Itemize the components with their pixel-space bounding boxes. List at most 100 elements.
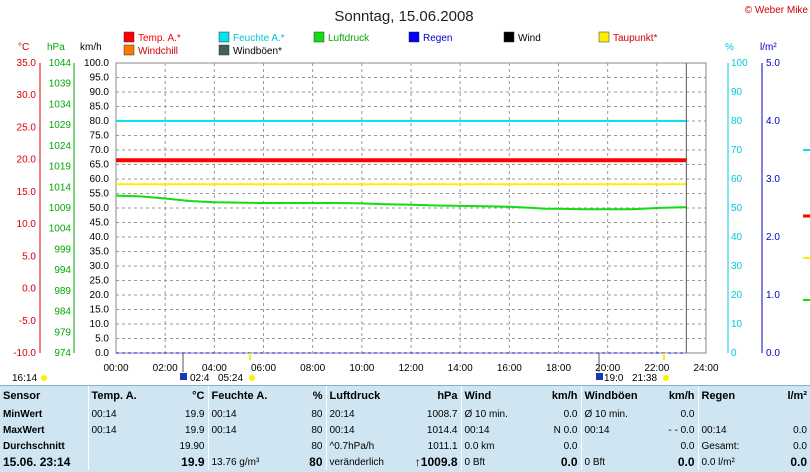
stats-max-temp-time: 00:14 <box>87 422 160 438</box>
sun-icon <box>249 375 255 381</box>
stats-header-gust: Windböen <box>580 386 643 406</box>
right-edge-markers <box>803 149 810 301</box>
stats-max-wind-value: N 0.0 <box>553 424 578 436</box>
legend-swatch <box>503 31 515 43</box>
stats-max-rain-time: 00:14 <box>697 422 776 438</box>
rain-tick-label: 3.0 <box>766 174 780 185</box>
stats-avg-temp-time <box>87 438 160 454</box>
wind-tick-label: 50.0 <box>90 203 110 214</box>
stats-max-label: MaxWert <box>3 424 45 436</box>
series-line <box>115 194 687 211</box>
press-tick-label: 999 <box>54 244 71 255</box>
press-tick-label: 1029 <box>49 120 72 131</box>
stats-max-gust-value: - - 0.0 <box>668 424 695 436</box>
wind-tick-label: 15.0 <box>90 305 110 316</box>
temp-tick-label: 10.0 <box>17 219 37 230</box>
stats-current-gust-bft: 0 Bft <box>580 454 643 470</box>
stats-current-wind-bft: 0 Bft <box>460 454 523 470</box>
legend-label: Windböen* <box>233 46 282 57</box>
legend-item-5: Wind <box>503 31 541 44</box>
stats-min-press-time: 20:14 <box>325 406 401 422</box>
stats-avg-rain-label: Gesamt: <box>697 438 776 454</box>
stats-avg-wind-value: 0.0 <box>563 440 578 452</box>
stats-header-sensor: Sensor <box>3 390 41 402</box>
stats-header-hum-unit: % <box>312 390 323 402</box>
stats-min-hum-time: 00:14 <box>207 406 283 422</box>
stats-current-rain-amount: 0.0 l/m² <box>697 454 776 470</box>
legend-swatch <box>123 31 135 43</box>
stats-current-wind-value: 0.0 <box>560 455 578 469</box>
time-tick-label: 06:00 <box>251 363 276 374</box>
stats-max-wind-time: 00:14 <box>460 422 523 438</box>
stats-min-hum-value: 80 <box>311 408 323 420</box>
wind-tick-label: 60.0 <box>90 174 110 185</box>
time-tick-label: 00:00 <box>103 363 128 374</box>
rain-tick-label: 0.0 <box>766 348 780 359</box>
sun-time-label: 21:38 <box>632 373 657 384</box>
hum-tick-label: 10 <box>731 319 743 330</box>
hum-tick-label: 80 <box>731 116 743 127</box>
time-tick-label: 24:00 <box>693 363 718 374</box>
wind-tick-label: 40.0 <box>90 232 110 243</box>
press-unit-label: hPa <box>47 42 65 53</box>
wind-tick-label: 70.0 <box>90 145 110 156</box>
stats-min-gust-time: Ø 10 min. <box>580 406 643 422</box>
legend-label: Temp. A.* <box>138 33 181 44</box>
stats-min-temp-time: 00:14 <box>87 406 160 422</box>
time-tick-label: 02:00 <box>153 363 178 374</box>
time-tick-label: 08:00 <box>300 363 325 374</box>
legend-label: Feuchte A.* <box>233 33 285 44</box>
stats-header-temp: Temp. A. <box>87 386 160 406</box>
legend-swatch <box>598 31 610 43</box>
hum-tick-label: 0 <box>731 348 737 359</box>
stats-min-gust-value: 0.0 <box>680 408 695 420</box>
stats-current-press-value: ↑1009.8 <box>401 454 461 470</box>
hum-unit-label: % <box>725 42 734 53</box>
stats-current-press-tendency: veränderlich <box>325 454 401 470</box>
wind-tick-label: 65.0 <box>90 160 110 171</box>
stats-max-temp-value: 19.9 <box>185 424 205 436</box>
hum-tick-label: 60 <box>731 174 743 185</box>
stats-header-rain-unit: l/m² <box>787 390 807 402</box>
wind-tick-label: 30.0 <box>90 261 110 272</box>
legend-label: Regen <box>423 33 452 44</box>
stats-header-gust-unit: km/h <box>668 390 695 402</box>
stats-current-rain-value: 0.0 <box>790 455 807 469</box>
stats-avg-wind-distance: 0.0 km <box>460 438 523 454</box>
rain-tick-label: 5.0 <box>766 58 780 69</box>
temp-unit-label: °C <box>18 42 29 53</box>
sun-icon <box>41 375 47 381</box>
stats-header-wind-unit: km/h <box>551 390 578 402</box>
sun-time-label: 02:4 <box>190 373 210 384</box>
stats-max-hum-value: 80 <box>311 424 323 436</box>
rain-tick-label: 2.0 <box>766 232 780 243</box>
wind-unit-label: km/h <box>80 42 102 53</box>
sun-markers: 16:14 02:4 05:24 19:0 21:38 <box>12 353 669 384</box>
press-tick-label: 994 <box>54 265 71 276</box>
wind-tick-label: 10.0 <box>90 319 110 330</box>
rain-unit-label: l/m² <box>760 42 777 53</box>
time-tick-label: 12:00 <box>398 363 423 374</box>
stats-avg-gust-value: 0.0 <box>680 440 695 452</box>
legend-item-3: Luftdruck <box>313 31 370 44</box>
legend-label: Taupunkt* <box>613 33 658 44</box>
stats-min-wind-time: Ø 10 min. <box>460 406 523 422</box>
legend-swatch <box>218 31 230 43</box>
chart-title: Sonntag, 15.06.2008 <box>334 8 473 25</box>
legend-swatch <box>313 31 325 43</box>
stats-min-label: MinWert <box>3 408 43 420</box>
wind-tick-label: 80.0 <box>90 116 110 127</box>
chart-series <box>115 63 687 354</box>
legend-item-1: Temp. A.* <box>123 31 181 44</box>
moon-icon <box>180 373 187 380</box>
legend-swatch <box>408 31 420 43</box>
press-tick-label: 1019 <box>49 162 72 173</box>
wind-tick-label: 25.0 <box>90 276 110 287</box>
stats-avg-hum-time <box>207 438 283 454</box>
credit-text: © Weber Mike <box>745 5 809 16</box>
sun-icon <box>663 375 669 381</box>
stats-min-wind-value: 0.0 <box>563 408 578 420</box>
legend-label: Wind <box>518 33 541 44</box>
temp-tick-label: 15.0 <box>17 187 37 198</box>
weather-chart: Sonntag, 15.06.2008 © Weber Mike Temp. A… <box>12 5 810 384</box>
